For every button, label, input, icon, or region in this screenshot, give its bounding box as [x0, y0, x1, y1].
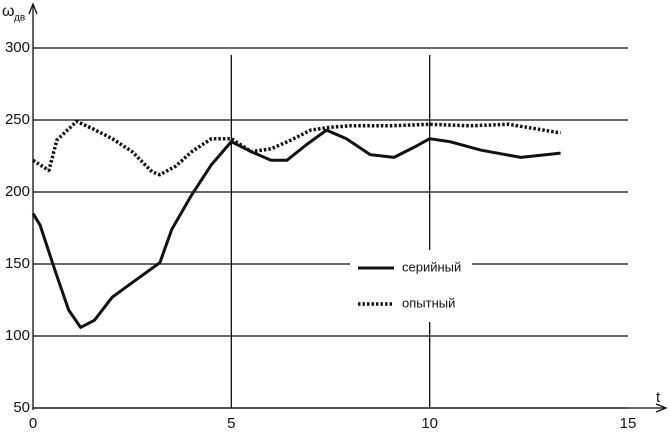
x-tick-label: 10: [421, 415, 438, 432]
line-series: [31, 128, 561, 329]
y-tick-label: 250: [5, 111, 30, 128]
legend-label: опытный: [402, 295, 455, 310]
y-axis-arrow: [28, 2, 38, 15]
y-tick-label: 300: [5, 39, 30, 56]
y-tick-label: 150: [5, 255, 30, 272]
x-tick-label: 0: [29, 415, 37, 432]
x-tick-label: 15: [620, 415, 637, 432]
x-axis-arrow: [655, 403, 668, 413]
legend-label: серийный: [402, 259, 461, 274]
legend-box: [350, 250, 472, 322]
y-axis-label: ω: [2, 3, 15, 20]
x-axis-label: t: [656, 389, 661, 406]
y-tick-label: 100: [5, 327, 30, 344]
y-tick-label: 200: [5, 183, 30, 200]
line-series: [32, 119, 561, 177]
x-tick-label: 5: [227, 415, 235, 432]
y-axis-label-subscript: дв: [14, 13, 25, 24]
y-tick-label: 50: [13, 399, 30, 416]
